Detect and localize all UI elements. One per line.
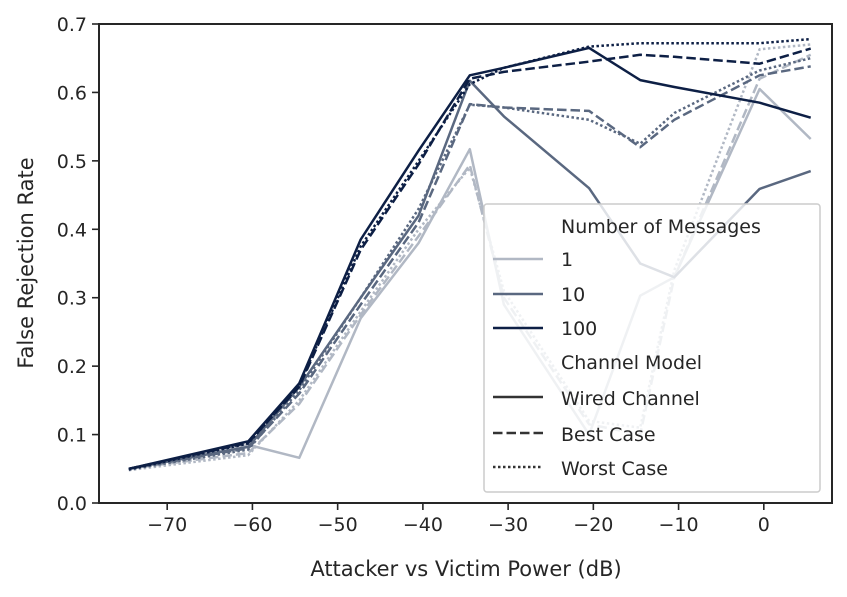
legend-style-title: Channel Model [561, 352, 702, 374]
series-line-1-best-case [128, 53, 812, 471]
x-tick-label: −30 [488, 514, 528, 536]
x-tick-label: −50 [318, 514, 358, 536]
y-tick-label: 0.1 [57, 425, 87, 447]
y-tick-label: 0.6 [57, 82, 87, 104]
x-tick-label: 0 [758, 514, 770, 536]
plot-frame [98, 23, 833, 504]
x-tick-label: −70 [147, 514, 187, 536]
legend-hue-title: Number of Messages [561, 216, 761, 238]
y-tick-label: 0.2 [57, 356, 87, 378]
legend: Number of Messages 1 10 100 Channel Mode… [483, 203, 821, 493]
legend-label-best-case: Best Case [561, 424, 656, 446]
y-tick-label: 0.4 [57, 219, 87, 241]
y-tick-label: 0.3 [57, 288, 87, 310]
legend-box [483, 203, 821, 493]
x-tick-label: −40 [403, 514, 443, 536]
legend-label-worst-case: Worst Case [561, 458, 668, 480]
series-line-10-worst-case [128, 56, 811, 471]
x-tick-label: −10 [659, 514, 699, 536]
legend-label-messages-1: 1 [561, 249, 573, 271]
legend-label-messages-10: 10 [561, 284, 585, 306]
y-axis: 0.0 0.1 0.2 0.3 0.4 0.5 0.6 0.7 [57, 14, 99, 515]
legend-label-messages-100: 100 [561, 318, 597, 340]
x-tick-label: −60 [232, 514, 272, 536]
y-tick-label: 0.7 [57, 14, 87, 36]
y-axis-label: False Rejection Rate [14, 157, 38, 368]
y-tick-label: 0.5 [57, 151, 87, 173]
series-line-100-worst-case [128, 37, 811, 471]
x-tick-label: −20 [573, 514, 613, 536]
legend-label-wired-channel: Wired Channel [561, 388, 700, 410]
series-line-100-wired-channel [128, 46, 812, 471]
series-line-10-best-case [128, 65, 811, 471]
x-axis-label: Attacker vs Victim Power (dB) [310, 557, 621, 581]
x-axis: −70 −60 −50 −40 −30 −20 −10 0 [147, 503, 770, 536]
y-tick-label: 0.0 [57, 493, 87, 515]
